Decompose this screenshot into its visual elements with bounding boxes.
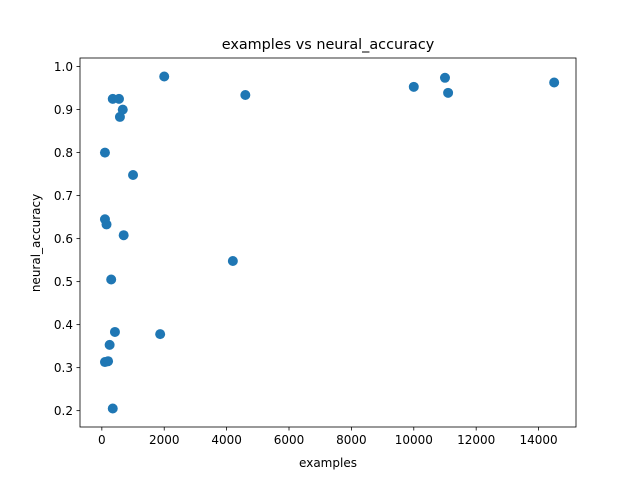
data-point [549,77,560,88]
data-point [103,356,114,367]
data-point [439,72,450,83]
x-tick-label: 2000 [149,433,180,447]
data-point [128,169,139,180]
data-point [109,326,120,337]
data-point [118,230,129,241]
x-tick-label: 12000 [457,433,495,447]
points-layer [99,71,560,414]
data-point [113,93,124,104]
data-point [117,104,128,115]
y-tick-label: 0.6 [54,232,73,246]
data-point [106,274,117,285]
y-tick-label: 0.7 [54,189,73,203]
plot-frame [79,57,577,428]
data-point [240,89,251,100]
y-tick-label: 0.2 [54,404,73,418]
y-axis-label: neural_accuracy [29,194,43,292]
y-tick-label: 0.9 [54,103,73,117]
chart-title: examples vs neural_accuracy [222,37,435,53]
data-point [159,71,170,82]
y-tick-label: 1.0 [54,60,73,74]
data-point [107,403,118,414]
y-axis: 0.2 0.3 0.4 0.5 0.6 0.7 0.8 0.9 1.0 [54,60,80,418]
x-tick-label: 0 [98,433,106,447]
y-tick-label: 0.5 [54,275,73,289]
data-point [155,329,166,340]
y-tick-label: 0.4 [54,318,73,332]
data-point [227,255,238,266]
data-point [443,87,454,98]
x-axis-label: examples [299,456,357,470]
x-tick-label: 6000 [274,433,305,447]
x-axis: 0 2000 4000 6000 8000 10000 12000 14000 [98,427,558,447]
data-point [101,219,112,230]
x-tick-label: 10000 [395,433,433,447]
y-tick-label: 0.3 [54,361,73,375]
x-tick-label: 4000 [211,433,242,447]
y-tick-label: 0.8 [54,146,73,160]
x-tick-label: 14000 [519,433,557,447]
data-point [104,339,115,350]
data-point [99,147,110,158]
x-tick-label: 8000 [336,433,367,447]
data-point [408,81,419,92]
